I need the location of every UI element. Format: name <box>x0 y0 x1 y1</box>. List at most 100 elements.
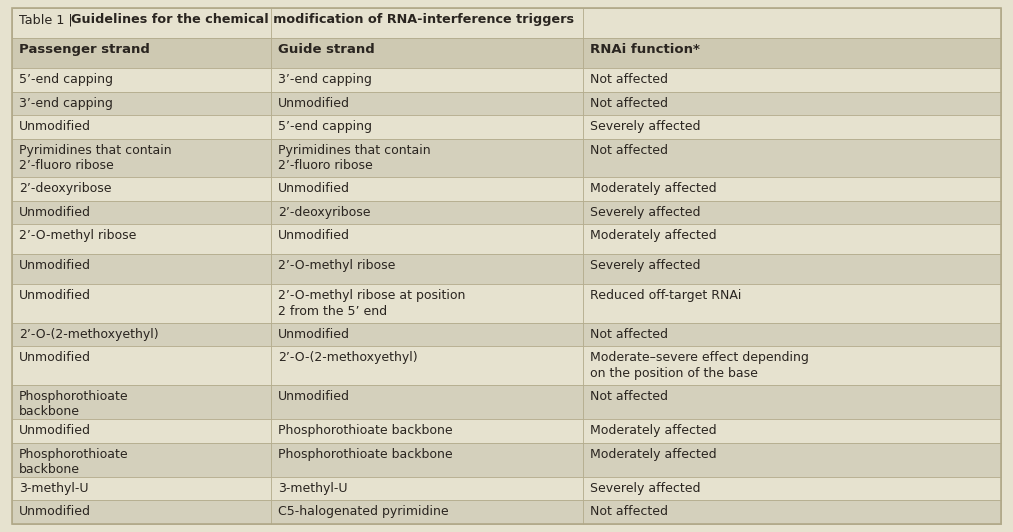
Bar <box>271 284 582 323</box>
Bar <box>271 419 582 443</box>
Bar <box>582 254 1001 284</box>
Text: 3’-end capping: 3’-end capping <box>279 73 372 86</box>
Bar <box>271 115 582 139</box>
Text: Unmodified: Unmodified <box>19 120 91 133</box>
Text: Not affected: Not affected <box>590 328 668 340</box>
Bar <box>582 139 1001 177</box>
Bar <box>582 501 1001 524</box>
Bar <box>12 8 271 38</box>
Text: Phosphorothioate
backbone: Phosphorothioate backbone <box>19 390 129 418</box>
Bar <box>12 139 271 177</box>
Bar <box>12 177 271 201</box>
Bar <box>582 115 1001 139</box>
Text: Severely affected: Severely affected <box>590 120 700 133</box>
Bar <box>271 254 582 284</box>
Bar <box>12 477 271 501</box>
Bar <box>12 443 271 477</box>
Bar <box>582 201 1001 225</box>
Text: Severely affected: Severely affected <box>590 259 700 272</box>
Text: Guide strand: Guide strand <box>279 43 375 56</box>
Text: Pyrimidines that contain
2’-fluoro ribose: Pyrimidines that contain 2’-fluoro ribos… <box>279 144 431 172</box>
Bar <box>271 385 582 419</box>
Text: Unmodified: Unmodified <box>19 206 91 219</box>
Bar <box>582 385 1001 419</box>
Bar <box>271 38 582 68</box>
Text: Unmodified: Unmodified <box>19 505 91 519</box>
Text: Phosphorothioate backbone: Phosphorothioate backbone <box>279 447 453 461</box>
Text: Unmodified: Unmodified <box>279 182 350 195</box>
Text: RNAi function*: RNAi function* <box>590 43 700 56</box>
Bar <box>582 443 1001 477</box>
Bar <box>12 201 271 225</box>
Bar <box>12 115 271 139</box>
Bar <box>12 346 271 385</box>
Text: 3-methyl-U: 3-methyl-U <box>279 482 347 495</box>
Text: 2’-deoxyribose: 2’-deoxyribose <box>279 206 371 219</box>
Text: 3-methyl-U: 3-methyl-U <box>19 482 88 495</box>
Bar <box>582 419 1001 443</box>
Bar <box>271 443 582 477</box>
Text: 2’-O-(2-methoxyethyl): 2’-O-(2-methoxyethyl) <box>19 328 159 340</box>
Bar <box>271 323 582 346</box>
Text: Unmodified: Unmodified <box>279 390 350 403</box>
Bar <box>12 92 271 115</box>
Bar <box>582 323 1001 346</box>
Bar <box>271 346 582 385</box>
Text: Unmodified: Unmodified <box>279 328 350 340</box>
Bar <box>271 501 582 524</box>
Bar <box>12 385 271 419</box>
Bar <box>12 284 271 323</box>
Text: Guidelines for the chemical modification of RNA-interference triggers: Guidelines for the chemical modification… <box>71 13 574 26</box>
Bar <box>271 139 582 177</box>
Text: 2’-deoxyribose: 2’-deoxyribose <box>19 182 111 195</box>
Bar <box>12 501 271 524</box>
Text: Phosphorothioate
backbone: Phosphorothioate backbone <box>19 447 129 476</box>
Text: 3’-end capping: 3’-end capping <box>19 96 112 110</box>
Text: Moderately affected: Moderately affected <box>590 424 716 437</box>
Text: Unmodified: Unmodified <box>19 424 91 437</box>
Text: Unmodified: Unmodified <box>279 96 350 110</box>
Text: Phosphorothioate backbone: Phosphorothioate backbone <box>279 424 453 437</box>
Text: Unmodified: Unmodified <box>19 289 91 302</box>
Bar <box>12 38 271 68</box>
Bar <box>12 254 271 284</box>
Bar <box>582 68 1001 92</box>
Bar <box>582 38 1001 68</box>
Text: Not affected: Not affected <box>590 505 668 519</box>
Text: Unmodified: Unmodified <box>279 229 350 242</box>
Bar <box>271 225 582 254</box>
Bar <box>271 477 582 501</box>
Text: Unmodified: Unmodified <box>19 351 91 364</box>
Text: Not affected: Not affected <box>590 144 668 156</box>
Text: Not affected: Not affected <box>590 96 668 110</box>
Text: Passenger strand: Passenger strand <box>19 43 150 56</box>
Bar <box>582 284 1001 323</box>
Bar <box>582 8 1001 38</box>
Bar <box>12 419 271 443</box>
Text: 5’-end capping: 5’-end capping <box>279 120 372 133</box>
Text: Not affected: Not affected <box>590 73 668 86</box>
Text: Severely affected: Severely affected <box>590 206 700 219</box>
Text: 2’-O-methyl ribose at position
2 from the 5’ end: 2’-O-methyl ribose at position 2 from th… <box>279 289 466 318</box>
Text: Moderately affected: Moderately affected <box>590 447 716 461</box>
Bar <box>582 177 1001 201</box>
Bar <box>271 8 582 38</box>
Bar <box>12 68 271 92</box>
Text: Severely affected: Severely affected <box>590 482 700 495</box>
Bar <box>582 225 1001 254</box>
Text: Moderately affected: Moderately affected <box>590 229 716 242</box>
Bar <box>271 92 582 115</box>
Text: Pyrimidines that contain
2’-fluoro ribose: Pyrimidines that contain 2’-fluoro ribos… <box>19 144 171 172</box>
Bar <box>271 68 582 92</box>
Bar <box>582 346 1001 385</box>
Text: Reduced off-target RNAi: Reduced off-target RNAi <box>590 289 742 302</box>
Text: 2’-O-methyl ribose: 2’-O-methyl ribose <box>19 229 137 242</box>
Bar <box>271 201 582 225</box>
Text: 2’-O-(2-methoxyethyl): 2’-O-(2-methoxyethyl) <box>279 351 417 364</box>
Text: C5-halogenated pyrimidine: C5-halogenated pyrimidine <box>279 505 449 519</box>
Text: 2’-O-methyl ribose: 2’-O-methyl ribose <box>279 259 395 272</box>
Text: Not affected: Not affected <box>590 390 668 403</box>
Text: 5’-end capping: 5’-end capping <box>19 73 113 86</box>
Text: Moderately affected: Moderately affected <box>590 182 716 195</box>
Text: Moderate–severe effect depending
on the position of the base: Moderate–severe effect depending on the … <box>590 351 808 380</box>
